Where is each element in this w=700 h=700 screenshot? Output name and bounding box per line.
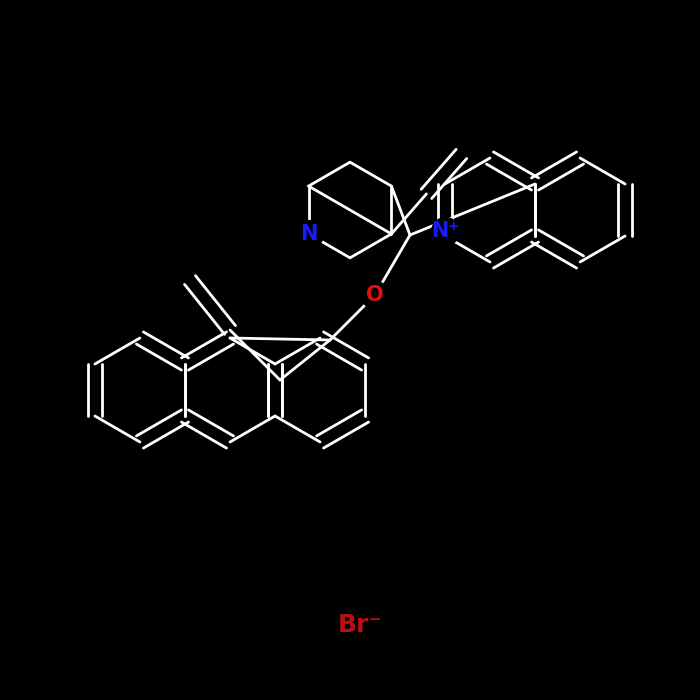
Text: O: O bbox=[366, 285, 384, 305]
Text: Br⁻: Br⁻ bbox=[337, 613, 382, 637]
Point bbox=[303, 228, 314, 239]
Text: N: N bbox=[300, 224, 317, 244]
Text: N⁺: N⁺ bbox=[430, 221, 459, 241]
Point bbox=[370, 289, 381, 300]
Point bbox=[440, 225, 451, 237]
